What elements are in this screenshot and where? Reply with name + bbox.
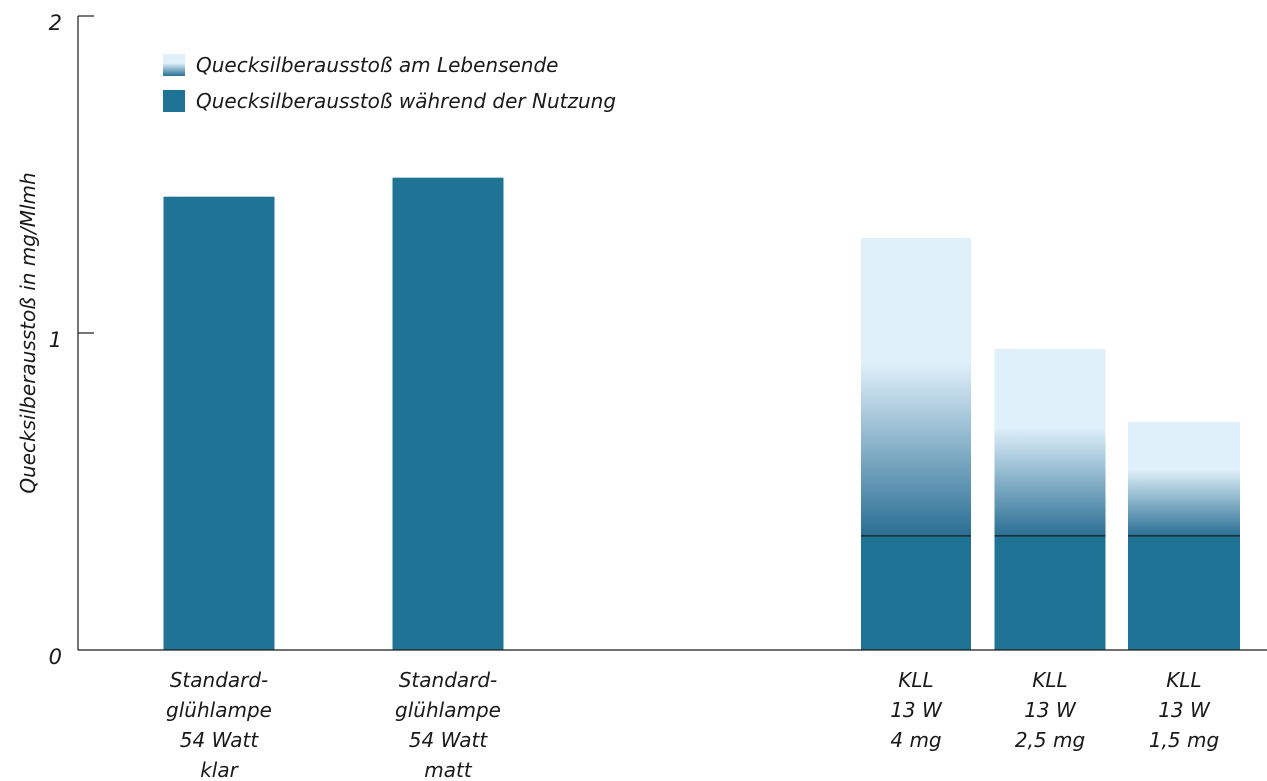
x-category-label-line: KLL	[1166, 668, 1201, 692]
x-category-label-line: KLL	[1032, 668, 1067, 692]
y-tick-label-1: 1	[49, 328, 62, 352]
bar-usage-1	[392, 177, 504, 651]
bar-usage-3	[994, 535, 1106, 650]
y-tick-labels: 0 1 2	[49, 11, 62, 669]
x-category-label-line: 13 W	[1158, 698, 1211, 722]
bar-usage-0	[163, 196, 275, 650]
x-category-label-4: KLL 13 W 1,5 mg	[1149, 668, 1219, 752]
y-tick-label-0: 0	[49, 645, 62, 669]
y-tick-label-2: 2	[49, 11, 62, 35]
x-category-label-1: Standard-glühlampe 54 Watt matt	[395, 668, 501, 781]
legend: Quecksilberausstoß am Lebensende Quecksil…	[163, 53, 616, 113]
x-category-label-line: KLL	[898, 668, 933, 692]
x-category-label-line: 13 W	[1024, 698, 1077, 722]
axes	[77, 15, 1267, 651]
legend-swatch-1	[163, 54, 185, 76]
bar-usage-4	[1128, 535, 1240, 650]
bar-usage-2	[861, 535, 971, 650]
x-category-label-line: Standard-	[399, 668, 498, 692]
x-category-label-line: glühlampe	[395, 698, 501, 722]
bars	[163, 177, 1240, 651]
x-category-label-line: glühlampe	[166, 698, 272, 722]
x-category-label-line: 54 Watt	[409, 728, 489, 752]
x-category-label-line: klar	[200, 758, 239, 781]
x-category-labels: Standard-glühlampe 54 Watt klarStandard-gl…	[166, 668, 1219, 781]
x-category-label-line: 13 W	[890, 698, 943, 722]
legend-label-1: Quecksilberausstoß am Lebensende	[196, 53, 558, 77]
x-category-label-line: 54 Watt	[180, 728, 260, 752]
x-category-label-line: 1,5 mg	[1149, 728, 1219, 752]
x-category-label-line: 2,5 mg	[1015, 728, 1085, 752]
bar-end-of-life-2	[861, 237, 971, 536]
x-category-label-line: 4 mg	[890, 728, 941, 752]
x-category-label-line: Standard-	[170, 668, 269, 692]
bar-end-of-life-3	[994, 348, 1106, 536]
y-axis-title: Quecksilberausstoß in mg/Mlmh	[16, 172, 40, 493]
bar-end-of-life-4	[1128, 421, 1240, 536]
x-category-label-3: KLL 13 W 2,5 mg	[1015, 668, 1085, 752]
x-category-label-0: Standard-glühlampe 54 Watt klar	[166, 668, 272, 781]
legend-label-0: Quecksilberausstoß während der Nutzung	[196, 89, 616, 113]
x-category-label-2: KLL 13 W 4 mg	[890, 668, 943, 752]
legend-swatch-0	[163, 90, 185, 112]
x-category-label-line: matt	[424, 758, 473, 781]
